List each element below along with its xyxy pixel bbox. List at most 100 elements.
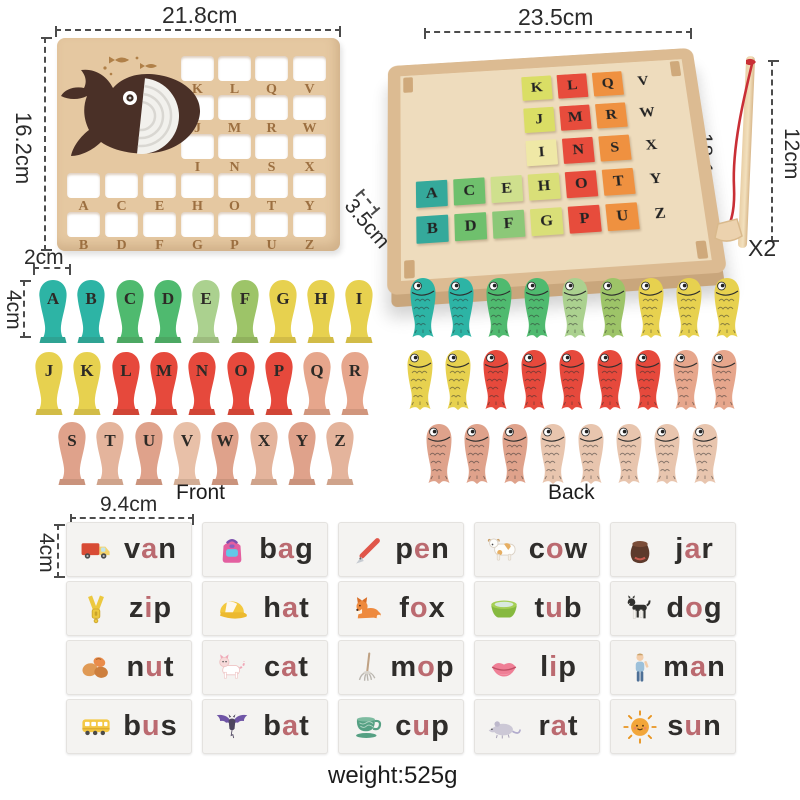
card-letter: t bbox=[298, 651, 309, 683]
letter-fish-front-icon: P bbox=[260, 350, 298, 418]
card-letter: p bbox=[395, 533, 414, 565]
back-fish-piece bbox=[634, 276, 668, 345]
svg-text:A: A bbox=[47, 289, 60, 308]
box-tile-letter: U bbox=[616, 208, 630, 226]
back-fish-piece bbox=[669, 348, 703, 417]
card-letter: t bbox=[164, 651, 175, 683]
back-fish-piece bbox=[650, 422, 684, 491]
front-letter-piece: F bbox=[226, 278, 264, 351]
word-cards-grid: van bag pen cow jar zip hat fox tub dog nut cat mop l… bbox=[66, 522, 736, 754]
card-letter: d bbox=[666, 592, 685, 624]
dimension-label-board-width: 21.8cm bbox=[162, 2, 237, 29]
box-tile-letter: Z bbox=[654, 205, 667, 223]
back-fish-piece bbox=[688, 422, 722, 491]
card-letter: m bbox=[663, 651, 690, 683]
card-letter: s bbox=[161, 710, 178, 742]
front-letter-piece: M bbox=[145, 350, 183, 423]
card-letter: j bbox=[675, 533, 684, 565]
dimension-label-board-height: 16.2cm bbox=[10, 112, 36, 184]
front-letter-piece: D bbox=[149, 278, 187, 351]
board-cutout bbox=[255, 212, 288, 237]
card-letter: p bbox=[153, 592, 172, 624]
mop-icon bbox=[348, 651, 388, 685]
word-card: cup bbox=[338, 699, 464, 754]
dimension-line-piece-width bbox=[33, 267, 71, 269]
card-letter: m bbox=[390, 651, 417, 683]
card-letter: s bbox=[667, 710, 684, 742]
cup-icon bbox=[348, 710, 388, 744]
word-card: zip bbox=[66, 581, 192, 636]
card-letter: v bbox=[124, 533, 141, 565]
letter-fish-front-icon: E bbox=[187, 278, 225, 346]
svg-text:N: N bbox=[196, 361, 209, 380]
fish-back-icon bbox=[555, 348, 589, 412]
svg-text:M: M bbox=[156, 361, 172, 380]
box-corner-post bbox=[403, 77, 413, 93]
card-letter: b bbox=[259, 533, 278, 565]
card-letter: p bbox=[436, 651, 455, 683]
card-letter: a bbox=[282, 592, 299, 624]
sun-icon bbox=[620, 710, 660, 744]
back-fish-piece bbox=[479, 348, 513, 417]
card-letter: a bbox=[281, 651, 298, 683]
small-fish-decoration bbox=[103, 57, 157, 76]
dimension-line-card-width bbox=[70, 517, 194, 519]
card-word: jar bbox=[660, 533, 735, 566]
back-fish-piece bbox=[517, 348, 551, 417]
front-letter-piece: C bbox=[111, 278, 149, 351]
word-card: dog bbox=[610, 581, 736, 636]
jar-icon bbox=[620, 533, 660, 567]
board-cutout bbox=[255, 173, 288, 198]
card-letter: u bbox=[142, 710, 161, 742]
box-tile-letter: H bbox=[537, 178, 551, 196]
card-letter: n bbox=[431, 533, 450, 565]
letter-fish-front-icon: X bbox=[245, 420, 283, 488]
card-letter: o bbox=[417, 651, 436, 683]
svg-text:H: H bbox=[314, 289, 327, 308]
dimension-line-rod-length bbox=[771, 60, 773, 242]
letter-fish-front-icon: I bbox=[340, 278, 378, 346]
box-tile: P bbox=[568, 205, 602, 234]
word-card: rat bbox=[474, 699, 600, 754]
card-word: tub bbox=[524, 592, 599, 625]
box-tile-letter: E bbox=[501, 180, 513, 198]
back-label: Back bbox=[548, 481, 595, 505]
dimension-label-card-width: 9.4cm bbox=[100, 493, 157, 517]
letter-fish-front-icon: H bbox=[302, 278, 340, 346]
word-card: sun bbox=[610, 699, 736, 754]
board-cutout bbox=[293, 134, 326, 159]
card-letter: u bbox=[412, 710, 431, 742]
back-fish-piece bbox=[707, 348, 741, 417]
front-letter-piece: U bbox=[130, 420, 168, 493]
card-word: zip bbox=[116, 592, 191, 625]
card-letter: g bbox=[295, 533, 314, 565]
tub-icon bbox=[484, 592, 524, 626]
board-cutout bbox=[293, 95, 326, 120]
front-letter-piece: Y bbox=[283, 420, 321, 493]
letter-fish-front-icon: F bbox=[226, 278, 264, 346]
card-word: bat bbox=[252, 710, 327, 743]
front-letter-piece: G bbox=[264, 278, 302, 351]
svg-text:Q: Q bbox=[310, 361, 323, 380]
card-letter: c bbox=[395, 710, 412, 742]
box-tile-letter: K bbox=[530, 80, 543, 96]
svg-text:S: S bbox=[67, 431, 76, 450]
svg-text:J: J bbox=[45, 361, 54, 380]
card-letter: t bbox=[299, 592, 310, 624]
box-tile: T bbox=[602, 168, 636, 196]
card-letter: p bbox=[558, 651, 577, 683]
box-tile: J bbox=[523, 107, 555, 133]
fox-icon bbox=[348, 592, 388, 626]
card-word: hat bbox=[252, 592, 327, 625]
svg-text:E: E bbox=[201, 289, 212, 308]
back-fish-piece bbox=[406, 276, 440, 345]
svg-text:W: W bbox=[217, 431, 234, 450]
svg-text:I: I bbox=[356, 289, 363, 308]
backpack-icon bbox=[212, 533, 252, 567]
board-letter: B bbox=[67, 239, 100, 252]
letter-fish-front-icon: W bbox=[206, 420, 244, 488]
box-tile: G bbox=[530, 207, 564, 236]
svg-text:L: L bbox=[120, 361, 131, 380]
back-fish-piece bbox=[631, 348, 665, 417]
back-fish-piece bbox=[593, 348, 627, 417]
